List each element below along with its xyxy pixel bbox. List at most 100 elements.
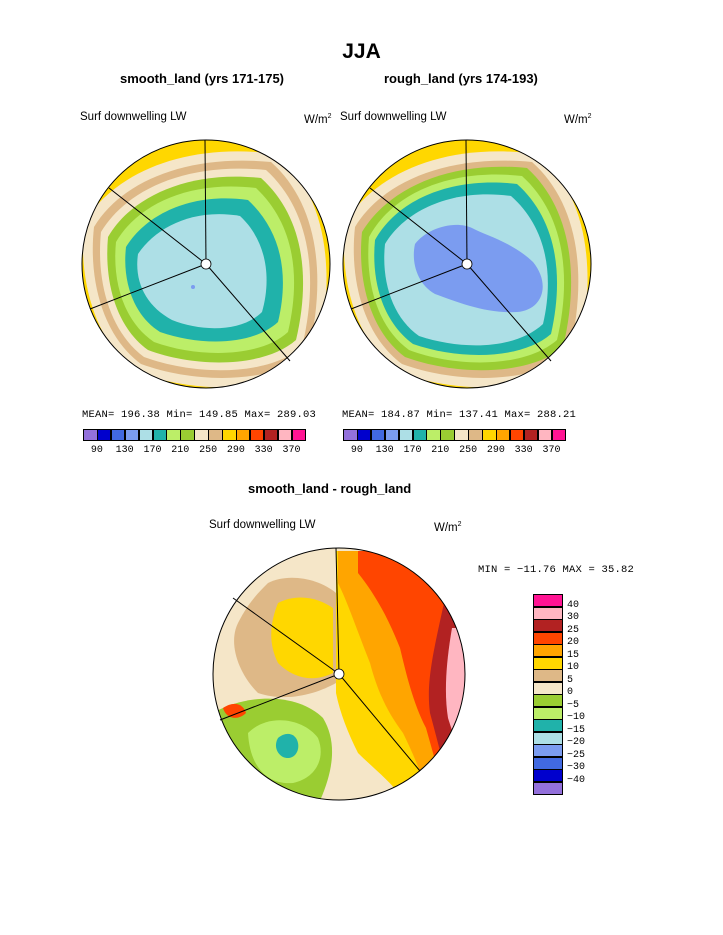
colorbar-swatch [533, 681, 563, 695]
colorbar-tick-label: 370 [282, 445, 301, 456]
diff-boundary [212, 547, 466, 801]
colorbar-swatch [426, 429, 441, 441]
colorbar-tick-label: 130 [375, 445, 394, 456]
colorbar-tick-label: 20 [567, 637, 580, 648]
colorbar-swatch [533, 744, 563, 758]
colorbar-tick-label: 210 [171, 445, 190, 456]
panel2-boundary [342, 139, 592, 389]
diff-units: W/m2 [434, 521, 462, 534]
colorbar-tick-label: 0 [567, 687, 574, 698]
colorbar-swatch [83, 429, 98, 441]
colorbar-swatch [495, 429, 511, 441]
colorbar-tick-label: 25 [567, 624, 580, 636]
diff-meridian-2 [232, 597, 340, 675]
panel1-stats: MEAN= 196.38 Min= 149.85 Max= 289.03 [82, 409, 317, 421]
colorbar-tick-label: −15 [567, 724, 586, 736]
colorbar-swatch [468, 429, 483, 441]
panel1-meridian-4 [205, 263, 291, 362]
region-150-spot [191, 285, 195, 289]
panel1-units: W/m2 [304, 113, 332, 126]
colorbar-tick-label: −5 [567, 699, 580, 711]
colorbar-swatch [533, 694, 563, 708]
colorbar-swatch [533, 706, 563, 720]
panel2-units: W/m2 [564, 113, 592, 126]
colorbar-tick-label: 5 [567, 674, 574, 686]
panel1-polar-map [81, 139, 331, 389]
region-170 [137, 214, 267, 329]
colorbar-swatch [370, 429, 386, 441]
panel2-stats: MEAN= 184.87 Min= 137.41 Max= 288.21 [342, 409, 577, 421]
diff-subtitle: smooth_land - rough_land [248, 481, 412, 496]
diff-variable-label: Surf downwelling LW [209, 519, 316, 531]
colorbar-swatch [166, 429, 181, 441]
panel2-meridian-1 [465, 139, 468, 265]
diff-colorbar [533, 594, 563, 795]
colorbar-swatch [533, 731, 563, 745]
colorbar-tick-label: −30 [567, 762, 586, 773]
colorbar-tick-label: 170 [403, 445, 422, 456]
colorbar-tick-label: 130 [115, 445, 134, 456]
colorbar-swatch [533, 769, 563, 783]
colorbar-swatch [533, 719, 563, 733]
region-20-25b [223, 703, 246, 718]
colorbar-swatch [277, 429, 293, 441]
colorbar-tick-label: −10 [567, 712, 586, 723]
region-150 [413, 224, 543, 313]
figure-title: JJA [342, 40, 381, 63]
colorbar-tick-label: −40 [567, 774, 586, 786]
colorbar-swatch [343, 429, 358, 441]
panel1-meridian-2 [108, 187, 207, 265]
panel2-colorbar [343, 429, 567, 441]
panel2-pole-marker [461, 258, 473, 270]
colorbar-swatch [533, 781, 563, 795]
colorbar-swatch [384, 429, 400, 441]
colorbar-swatch [482, 429, 497, 441]
colorbar-swatch [356, 429, 372, 441]
panel2-meridian-3 [350, 263, 468, 310]
colorbar-swatch [208, 429, 223, 441]
colorbar-tick-label: 330 [514, 445, 533, 456]
panel1-meridian-1 [204, 139, 207, 265]
colorbar-tick-label: 90 [350, 445, 363, 456]
colorbar-tick-label: 250 [199, 445, 218, 456]
colorbar-swatch [96, 429, 112, 441]
colorbar-swatch [533, 656, 563, 670]
colorbar-swatch [180, 429, 195, 441]
panel1-subtitle: smooth_land (yrs 171-175) [120, 71, 285, 86]
diff-meridian-4 [338, 673, 421, 772]
colorbar-swatch [533, 606, 563, 620]
colorbar-swatch [533, 619, 563, 633]
colorbar-swatch [249, 429, 265, 441]
panel1-colorbar [83, 429, 307, 441]
colorbar-swatch [533, 594, 563, 608]
colorbar-swatch [551, 429, 567, 441]
panel2-variable-label: Surf downwelling LW [340, 111, 447, 123]
colorbar-swatch [398, 429, 414, 441]
colorbar-tick-label: 370 [542, 445, 561, 456]
colorbar-tick-label: 90 [90, 445, 103, 456]
region-neg15-neg10 [275, 733, 299, 759]
colorbar-tick-label: 210 [431, 445, 450, 456]
colorbar-tick-label: −20 [567, 737, 586, 748]
colorbar-swatch [110, 429, 126, 441]
colorbar-swatch [194, 429, 209, 441]
colorbar-swatch [533, 644, 563, 658]
colorbar-swatch [412, 429, 428, 441]
diff-pole-marker [333, 668, 345, 680]
colorbar-swatch [138, 429, 154, 441]
region-30-40 [445, 628, 465, 773]
panel2-polar-map [342, 139, 592, 389]
colorbar-swatch [222, 429, 237, 441]
colorbar-swatch [454, 429, 469, 441]
colorbar-swatch [152, 429, 168, 441]
colorbar-swatch [533, 756, 563, 770]
diff-polar-map [212, 547, 466, 801]
panel2-meridian-2 [369, 187, 468, 265]
colorbar-swatch [533, 669, 563, 683]
colorbar-tick-label: 290 [226, 445, 245, 456]
colorbar-swatch [537, 429, 553, 441]
colorbar-swatch [124, 429, 140, 441]
colorbar-swatch [523, 429, 539, 441]
panel1-variable-label: Surf downwelling LW [80, 111, 187, 123]
panel1-meridian-3 [89, 263, 207, 310]
